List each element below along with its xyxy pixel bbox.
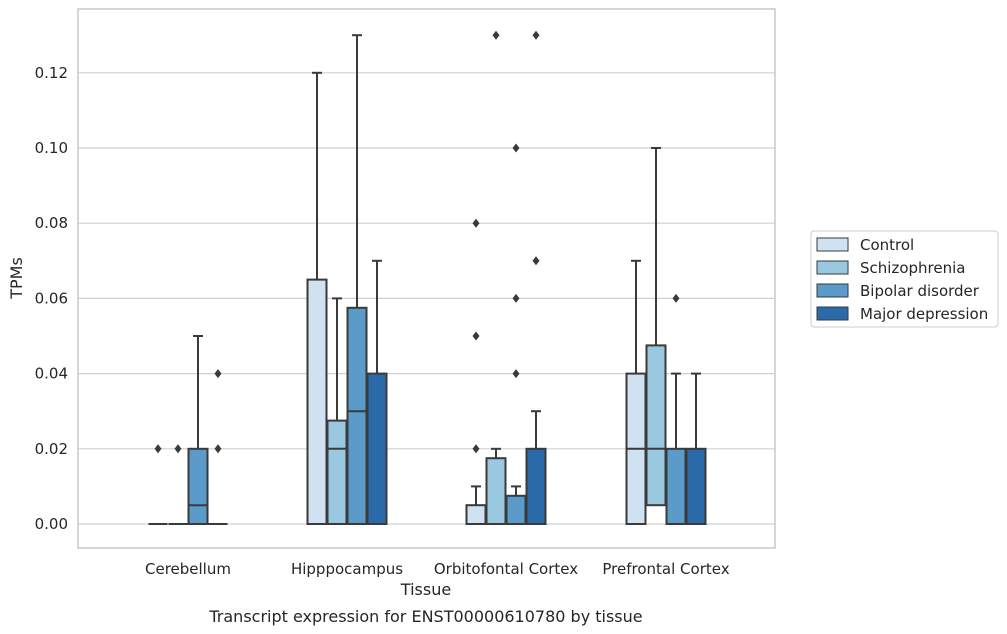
box [525,30,547,525]
x-tick-label: Hipppocampus [291,560,403,578]
figure-caption: Transcript expression for ENST0000061078… [208,607,642,626]
outlier-point [492,30,500,40]
legend-frame [810,230,999,328]
box [346,34,368,525]
x-axis-title: Tissue [400,580,451,599]
box [625,259,647,525]
legend-label: Control [860,236,914,254]
box [645,147,667,507]
legend-label: Major depression [860,305,988,323]
y-tick-label: 0.08 [35,214,68,232]
box [208,369,228,525]
x-tick-label: Orbitofontal Cortex [434,560,578,578]
box-body [485,457,507,526]
outlier-point [512,143,520,153]
y-tick-label: 0.10 [35,139,68,157]
legend-item: Control [816,236,914,254]
box-body [465,504,487,526]
legend-label: Bipolar disorder [860,282,980,300]
box-body [645,344,667,507]
outlier-point [532,30,540,40]
box-body [685,447,707,525]
box [485,30,507,526]
outlier-point [214,444,222,454]
outlier-point [174,444,182,454]
box-body [505,494,527,525]
legend-label: Schizophrenia [860,259,965,277]
box [187,335,209,525]
x-tick-label: Prefrontal Cortex [602,560,729,578]
series-control [148,71,647,526]
outlier-point [512,293,520,303]
y-tick-label: 0.02 [35,440,68,458]
outlier-point [532,256,540,266]
legend-item: Major depression [816,305,988,323]
box [326,297,348,526]
x-tick-labels: Cerebellum Hipppocampus Orbitofontal Corte… [145,560,730,578]
y-axis-title: TPMs [7,257,26,300]
series-schizophrenia [168,30,667,526]
legend-swatch [816,237,849,252]
legend-swatch [816,306,849,321]
box [148,444,168,525]
box-body [187,447,209,525]
outlier-point [672,293,680,303]
y-tick-label: 0.12 [35,64,68,82]
box-body [366,372,388,525]
legend-swatch [816,283,849,298]
box [685,372,707,525]
box [306,71,328,525]
box [505,143,527,525]
box [366,259,388,525]
legend-item: Bipolar disorder [816,282,980,300]
series-major-depression [208,30,707,525]
legend: Control Schizophrenia Bipolar disorder Majo… [810,230,999,328]
box-body [306,278,328,525]
legend-item: Schizophrenia [816,259,965,277]
outlier-point [154,444,162,454]
box-body [665,447,687,525]
outlier-point [512,369,520,379]
y-tick-label: 0.00 [35,515,68,533]
y-tick-labels: 0.00 0.02 0.04 0.06 0.08 0.10 0.12 [35,64,68,533]
box-body [346,306,368,525]
x-tick-label: Cerebellum [145,560,231,578]
box-body [326,419,348,526]
outlier-point [472,218,480,228]
y-tick-label: 0.04 [35,365,68,383]
legend-swatch [816,260,849,275]
outlier-point [472,331,480,341]
box [465,218,487,526]
outlier-point [472,444,480,454]
y-tick-label: 0.06 [35,289,68,307]
outlier-point [214,369,222,379]
plot-frame [77,8,776,549]
box-body [525,447,547,525]
box [665,293,687,525]
box [168,444,188,525]
box-series [148,30,707,526]
series-bipolar-disorder [187,34,687,525]
